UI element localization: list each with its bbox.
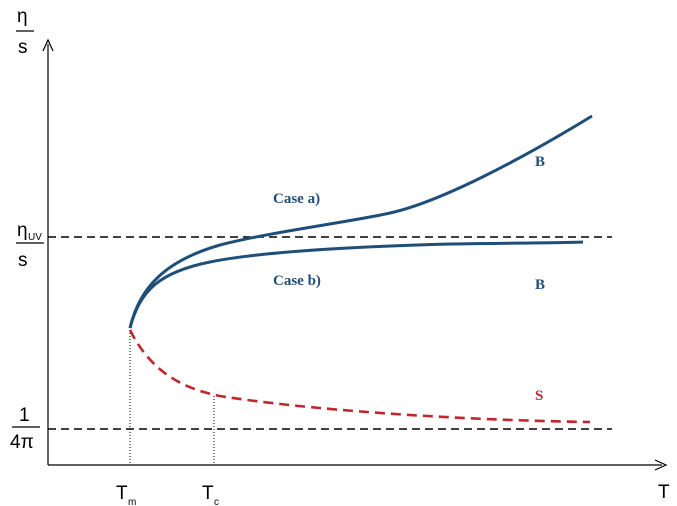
x-axis-arrow: [654, 459, 668, 471]
xtick-t-m: T m: [116, 483, 136, 506]
xtick-t-m-sub: m: [128, 497, 136, 506]
b-label-upper: B: [535, 154, 545, 170]
ytick-eta-uv-over-s: η UV s: [16, 220, 44, 271]
s-label: S: [535, 388, 543, 404]
case-b-label: Case b): [273, 273, 321, 289]
xtick-t-c-sub: c: [214, 497, 219, 506]
case-a-label: Case a): [273, 191, 320, 207]
ytick-4pi-denominator: 4π: [10, 432, 34, 453]
y-label-numerator: η: [17, 6, 28, 27]
ytick-eta-uv-denominator: s: [18, 250, 28, 271]
b-label-lower: B: [535, 277, 545, 293]
series-case-a: [128, 114, 593, 329]
ytick-one-main: 1: [19, 405, 30, 426]
xtick-t-c-main: T: [202, 483, 214, 504]
series-case-b: [128, 240, 584, 329]
y-label-denominator: s: [18, 37, 28, 58]
xtick-t-c: T c: [202, 483, 219, 506]
series-phase-s: [128, 329, 591, 424]
x-axis-label: T: [658, 482, 670, 503]
y-axis-arrow: [42, 38, 54, 52]
ytick-one-over-4pi: 1 4π: [10, 405, 40, 453]
y-axis-label: η s: [16, 6, 34, 58]
ytick-eta-uv-main: η: [17, 220, 28, 241]
axes: [42, 38, 668, 471]
ytick-eta-uv-sub: UV: [28, 232, 42, 243]
xtick-t-m-main: T: [116, 483, 128, 504]
